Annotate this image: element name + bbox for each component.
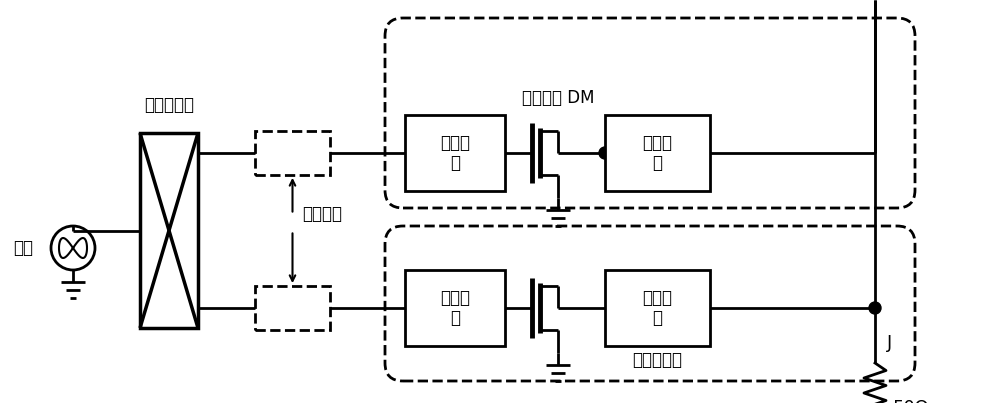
Text: 辅助放大器: 辅助放大器 (633, 351, 682, 369)
Bar (140, 133, 198, 328)
Text: J: J (887, 334, 892, 352)
Text: 输入匹
配: 输入匹 配 (440, 289, 470, 327)
Circle shape (869, 302, 881, 314)
Bar (405, 270, 505, 346)
Text: 输入功分器: 输入功分器 (144, 96, 194, 114)
Bar (255, 131, 330, 175)
Text: 输入: 输入 (13, 239, 33, 257)
Text: 输出匹
配: 输出匹 配 (642, 289, 672, 327)
Text: 输入匹
配: 输入匹 配 (440, 134, 470, 172)
Bar (255, 286, 330, 330)
Bar (605, 115, 710, 191)
Bar (405, 115, 505, 191)
FancyBboxPatch shape (385, 18, 915, 208)
Text: 主放大器 DM: 主放大器 DM (522, 89, 595, 107)
Circle shape (599, 147, 611, 159)
Text: 输出匹
配: 输出匹 配 (642, 134, 672, 172)
FancyBboxPatch shape (385, 226, 915, 381)
Text: 50Ω: 50Ω (893, 399, 929, 403)
Bar (605, 270, 710, 346)
Text: 相位补偿: 相位补偿 (302, 204, 342, 222)
